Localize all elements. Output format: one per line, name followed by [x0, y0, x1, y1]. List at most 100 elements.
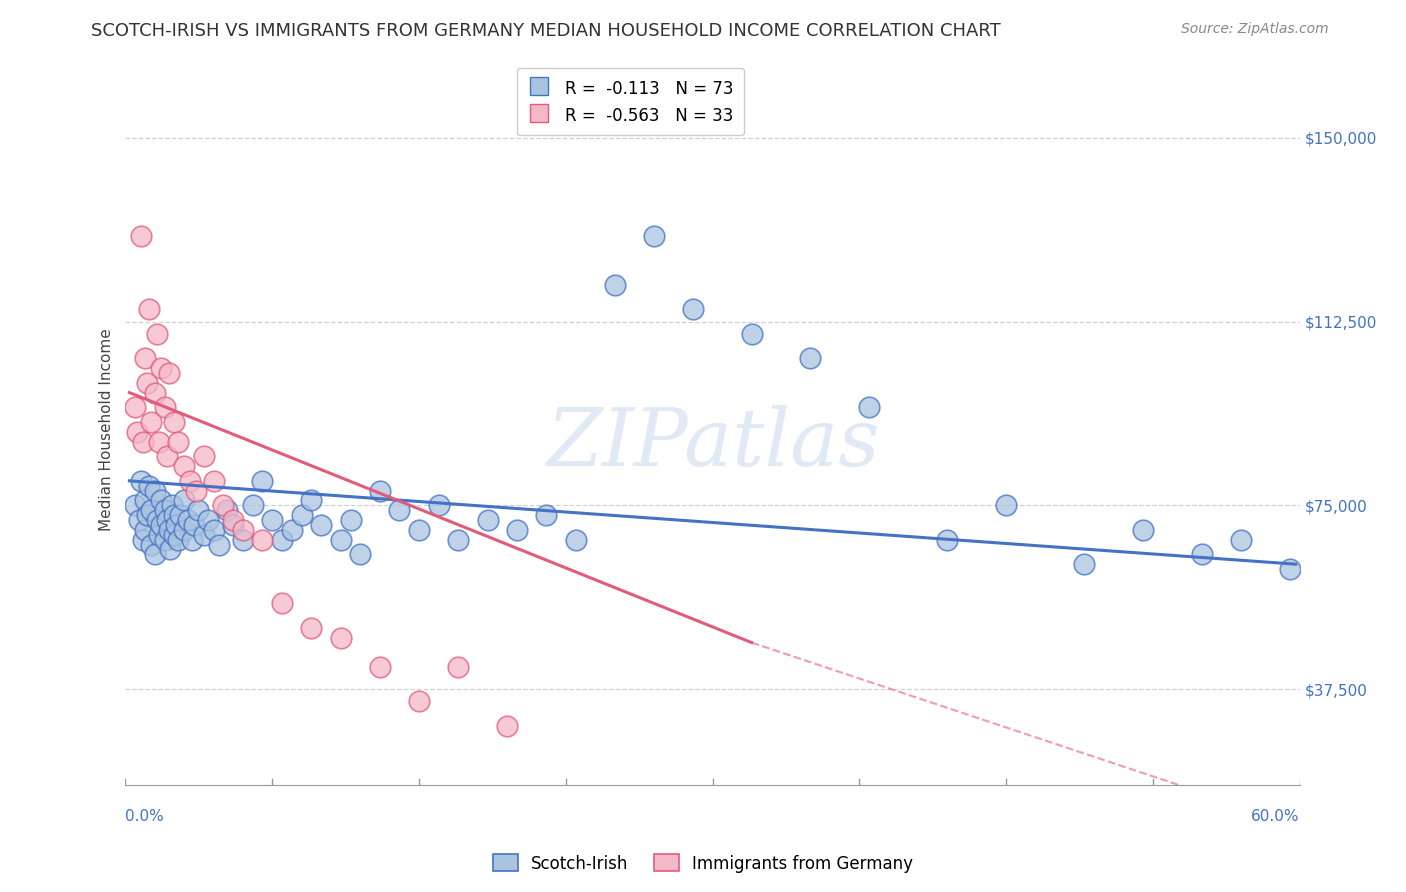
Point [167, 533, 190, 547]
Point [155, 513, 177, 527]
Point [124, 499, 146, 513]
Point [368, 660, 391, 674]
Point [339, 513, 361, 527]
Point [477, 513, 499, 527]
Point [179, 474, 201, 488]
Point [271, 596, 294, 610]
Point [187, 503, 209, 517]
Legend: R =  -0.113   N = 73, R =  -0.563   N = 33: R = -0.113 N = 73, R = -0.563 N = 33 [517, 68, 744, 136]
Point [129, 228, 152, 243]
Point [212, 499, 235, 513]
Point [157, 523, 180, 537]
Point [309, 518, 332, 533]
Point [149, 493, 172, 508]
Point [162, 499, 184, 513]
Point [496, 719, 519, 733]
Point [132, 434, 155, 449]
Point [177, 513, 200, 527]
Point [134, 351, 156, 366]
Point [184, 483, 207, 498]
Text: SCOTCH-IRISH VS IMMIGRANTS FROM GERMANY MEDIAN HOUSEHOLD INCOME CORRELATION CHAR: SCOTCH-IRISH VS IMMIGRANTS FROM GERMANY … [91, 22, 1001, 40]
Point [427, 499, 450, 513]
Point [349, 547, 371, 561]
Point [167, 434, 190, 449]
Point [291, 508, 314, 523]
Point [136, 508, 159, 523]
Point [281, 523, 304, 537]
Point [169, 508, 191, 523]
Point [149, 361, 172, 376]
Point [682, 302, 704, 317]
Point [1132, 523, 1154, 537]
Point [136, 376, 159, 390]
Point [139, 538, 162, 552]
Point [408, 694, 430, 708]
Point [153, 533, 176, 547]
Point [252, 474, 274, 488]
Point [163, 528, 186, 542]
Point [132, 533, 155, 547]
Legend: Scotch-Irish, Immigrants from Germany: Scotch-Irish, Immigrants from Germany [486, 847, 920, 880]
Point [127, 425, 149, 439]
Point [173, 493, 195, 508]
Point [157, 366, 180, 380]
Point [148, 434, 170, 449]
Point [139, 415, 162, 429]
Point [159, 542, 181, 557]
Point [163, 508, 186, 523]
Point [643, 228, 665, 243]
Point [232, 523, 254, 537]
Point [741, 326, 763, 341]
Point [149, 518, 172, 533]
Point [222, 513, 245, 527]
Point [146, 326, 169, 341]
Point [134, 523, 156, 537]
Point [271, 533, 294, 547]
Point [153, 503, 176, 517]
Point [1278, 562, 1301, 576]
Point [262, 513, 284, 527]
Point [153, 401, 176, 415]
Point [1073, 557, 1095, 571]
Point [1230, 533, 1253, 547]
Point [252, 533, 274, 547]
Point [447, 533, 470, 547]
Point [138, 302, 160, 317]
Point [1191, 547, 1213, 561]
Point [222, 518, 245, 533]
Point [155, 450, 177, 464]
Text: Source: ZipAtlas.com: Source: ZipAtlas.com [1181, 22, 1329, 37]
Point [536, 508, 558, 523]
Point [858, 401, 880, 415]
Point [183, 518, 205, 533]
Point [329, 533, 352, 547]
Point [143, 483, 166, 498]
Point [143, 547, 166, 561]
Point [447, 660, 470, 674]
Y-axis label: Median Household Income: Median Household Income [100, 328, 114, 531]
Point [143, 385, 166, 400]
Point [193, 450, 215, 464]
Text: ZIPatlas: ZIPatlas [546, 405, 879, 483]
Point [242, 499, 264, 513]
Point [232, 533, 254, 547]
Point [506, 523, 529, 537]
Text: 0.0%: 0.0% [125, 809, 165, 824]
Text: 60.0%: 60.0% [1251, 809, 1299, 824]
Point [217, 503, 239, 517]
Point [181, 533, 204, 547]
Point [165, 518, 187, 533]
Point [603, 277, 626, 292]
Point [128, 513, 150, 527]
Point [299, 621, 322, 635]
Point [408, 523, 430, 537]
Point [173, 523, 195, 537]
Point [299, 493, 322, 508]
Point [146, 513, 169, 527]
Point [148, 528, 170, 542]
Point [173, 459, 195, 474]
Point [124, 401, 146, 415]
Point [138, 479, 160, 493]
Point [197, 513, 219, 527]
Point [208, 538, 231, 552]
